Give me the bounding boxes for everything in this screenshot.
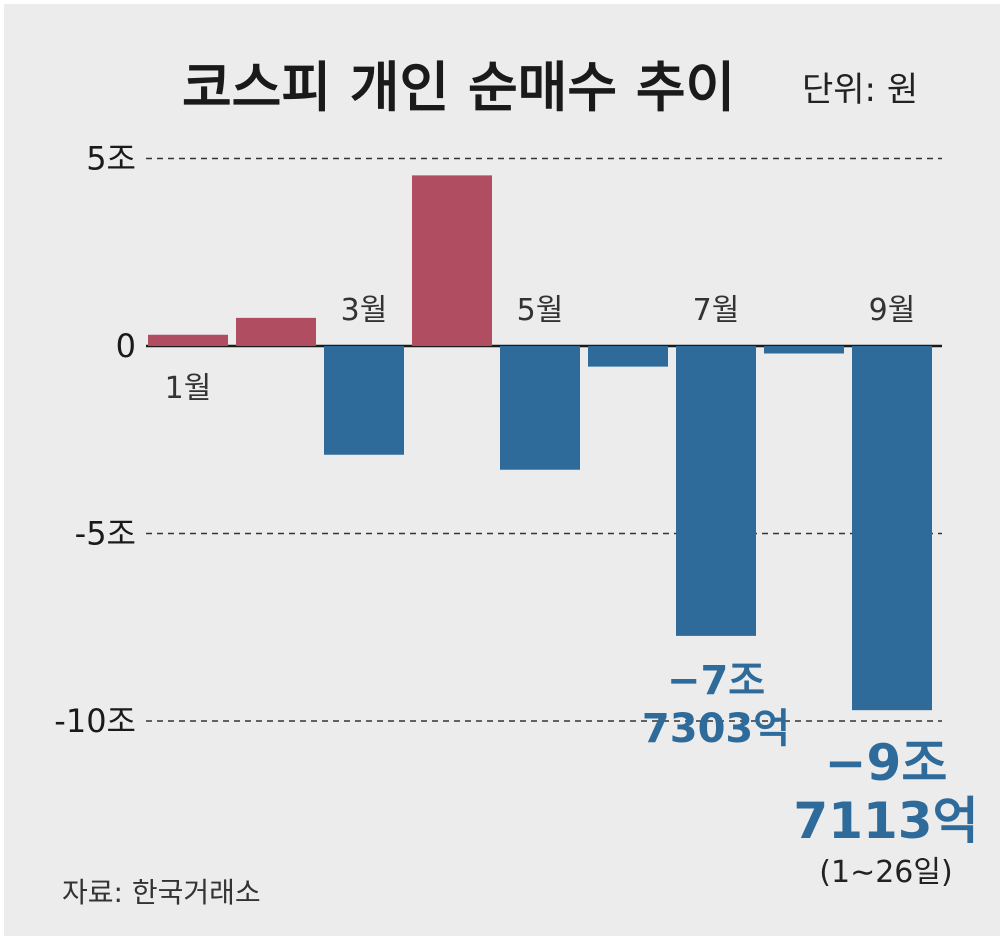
bar-9월 bbox=[852, 346, 932, 711]
y-tick-label: -5조 bbox=[75, 515, 136, 553]
chart-svg: 코스피 개인 순매수 추이 단위: 원 5조 0 -5조 -10조 1월 3월 5월 7월 9월… bbox=[54, 56, 978, 909]
bar-7월 bbox=[676, 346, 756, 636]
period-note: (1∼26일) bbox=[819, 855, 952, 890]
data-label: 7113억 bbox=[793, 792, 978, 850]
y-tick-label: -10조 bbox=[54, 702, 136, 740]
bars-layer bbox=[148, 175, 932, 711]
bar-1월 bbox=[148, 334, 228, 346]
bar-3월 bbox=[324, 346, 404, 455]
x-tick-label: 3월 bbox=[341, 293, 388, 328]
data-label: −9조 bbox=[825, 734, 948, 792]
chart-title: 코스피 개인 순매수 추이 bbox=[182, 56, 735, 119]
data-label: −7조 bbox=[667, 658, 765, 704]
y-tick-label: 5조 bbox=[86, 140, 136, 178]
x-tick-label: 7월 bbox=[693, 293, 740, 328]
bar-5월 bbox=[500, 346, 580, 470]
bar-6월 bbox=[588, 346, 668, 367]
source-label: 자료: 한국거래소 bbox=[62, 876, 261, 909]
x-tick-label: 1월 bbox=[165, 371, 212, 406]
bar-8월 bbox=[764, 346, 844, 354]
bar-4월 bbox=[412, 175, 492, 346]
unit-label: 단위: 원 bbox=[802, 70, 918, 110]
y-tick-label: 0 bbox=[116, 327, 136, 365]
bar-2월 bbox=[236, 317, 316, 346]
x-tick-label: 9월 bbox=[869, 293, 916, 328]
x-tick-label: 5월 bbox=[517, 293, 564, 328]
data-label: 7303억 bbox=[642, 706, 790, 752]
chart-card: 코스피 개인 순매수 추이 단위: 원 5조 0 -5조 -10조 1월 3월 5월 7월 9월… bbox=[4, 4, 1000, 936]
